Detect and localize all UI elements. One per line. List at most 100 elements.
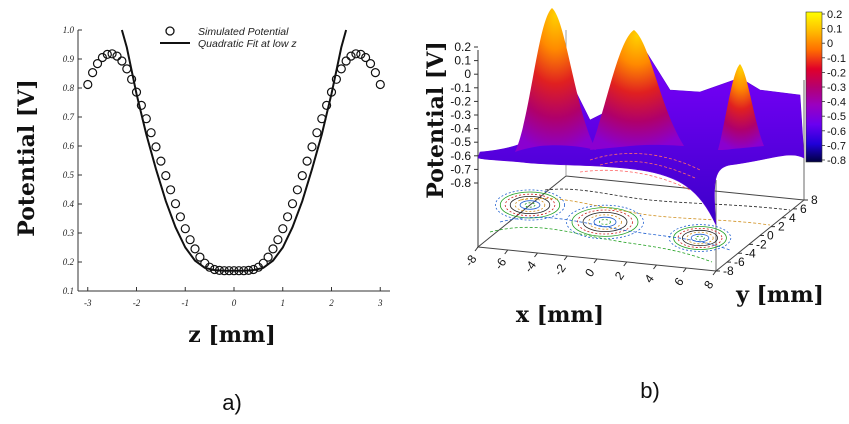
potential-surface (477, 8, 805, 226)
z-tick-label: -0.7 (450, 162, 471, 176)
simulated-point (195, 252, 205, 262)
surface-contours (579, 153, 701, 191)
simulated-point (346, 51, 356, 61)
contour-ring (509, 195, 551, 214)
simulated-point (336, 64, 346, 74)
z-axis-ticks: 0.20.10-0.1-0.2-0.3-0.4-0.5-0.6-0.7-0.8 (450, 40, 478, 190)
x-tick-label: -3 (84, 298, 92, 308)
simulated-potential-series (83, 49, 385, 276)
x3d-tick-mark (563, 255, 568, 261)
contour-ring (577, 209, 633, 235)
simulated-point (224, 266, 234, 276)
simulated-point (205, 262, 215, 272)
x3d-tick-label: -6 (492, 255, 510, 272)
legend-label-fit: Quadratic Fit at low z (198, 38, 297, 50)
contour-line (489, 226, 713, 263)
simulated-point (83, 79, 93, 90)
contour-ring (668, 224, 732, 252)
panel-a-axes (77, 30, 390, 292)
panel-a-y-axis-label: Potential [V] (14, 79, 40, 236)
y-tick-label: 0.2 (63, 257, 75, 267)
simulated-point (141, 114, 151, 124)
simulated-point (146, 128, 156, 138)
peak-left (515, 8, 596, 152)
y3d-tick-label: 4 (789, 211, 796, 225)
simulated-point (229, 266, 239, 276)
z-tick-label: -0.1 (450, 81, 471, 95)
contour-ring (514, 198, 546, 212)
simulated-point (370, 67, 380, 78)
panel-a-label: a) (222, 390, 242, 415)
z-tick-label: 0 (464, 67, 471, 81)
simulated-point (268, 244, 278, 254)
y-tick-label: 0.5 (63, 170, 75, 180)
contour-ring (494, 189, 565, 221)
simulated-point (326, 87, 337, 97)
x-tick-label: -1 (182, 298, 190, 308)
contour-line (499, 216, 731, 251)
contour-ring (686, 231, 714, 245)
colorbar-tick-label: -0.8 (827, 155, 846, 167)
legend-label-simulated: Simulated Potential (198, 26, 289, 38)
x3d-tick-mark (623, 261, 628, 267)
colorbar-tick-label: -0.6 (827, 126, 846, 138)
panel-a-y-ticks: 0.1 0.2 0.3 0.4 0.5 0.6 0.7 0.8 0.9 1.0 (63, 25, 82, 296)
x-tick-label: 0 (232, 298, 237, 308)
simulated-point (307, 142, 317, 152)
simulated-point (356, 49, 366, 60)
simulated-point (297, 171, 307, 181)
simulated-point (244, 265, 254, 275)
legend-marker-simulated (165, 26, 175, 36)
z-tick-label: -0.3 (450, 108, 471, 122)
x-tick-label: 1 (281, 298, 286, 308)
x3d-tick-label: 0 (582, 266, 597, 280)
panel-b-chart: 0.20.10-0.1-0.2-0.3-0.4-0.5-0.6-0.7-0.8 … (423, 8, 846, 403)
colorbar-tick-label: -0.7 (827, 140, 846, 152)
contour-ring (673, 226, 727, 250)
colorbar-tick-label: 0.1 (827, 24, 842, 36)
simulated-point (273, 235, 283, 245)
simulated-point (107, 49, 117, 59)
x3d-tick-mark (504, 249, 509, 255)
x-tick-label: -2 (133, 298, 141, 308)
x3d-tick-label: 6 (671, 275, 686, 289)
y3d-tick-label: 2 (778, 220, 785, 234)
y-tick-label: 1.0 (63, 25, 75, 35)
simulated-point (151, 142, 161, 152)
x3d-tick-label: -2 (551, 261, 569, 278)
simulated-point (92, 58, 103, 69)
simulated-point (234, 266, 244, 276)
contour-ring (599, 219, 611, 225)
simulated-point (322, 100, 332, 111)
simulated-point (170, 199, 181, 209)
y3d-tick-label: 0 (767, 229, 774, 243)
quadratic-fit-series (120, 29, 348, 272)
panel-a-x-axis-label: z [mm] (188, 322, 276, 348)
simulated-point (219, 266, 229, 276)
simulated-point (361, 52, 371, 63)
simulated-point (341, 56, 351, 66)
contour-ring (695, 235, 705, 241)
peak-right (718, 64, 764, 150)
simulated-point (136, 100, 146, 111)
colorbar-tick-label: -0.4 (827, 97, 846, 109)
simulated-point (209, 264, 220, 275)
z-tick-label: 0.1 (454, 54, 471, 68)
z-tick-label: -0.8 (450, 176, 471, 190)
simulated-point (87, 67, 98, 78)
simulated-point (263, 252, 273, 262)
simulated-point (287, 199, 298, 209)
contour-ring (504, 193, 556, 217)
colorbar-tick-label: 0.2 (827, 9, 842, 21)
x-tick-label: 3 (377, 298, 383, 308)
simulated-point (122, 64, 132, 74)
contour-ring (677, 227, 723, 248)
z-tick-label: 0.2 (454, 40, 471, 54)
simulated-point (127, 74, 137, 84)
simulated-point (156, 156, 166, 166)
contour-line (544, 188, 791, 211)
simulated-point (365, 58, 376, 69)
panel-b-y-axis-label: y [mm] (735, 282, 824, 308)
panel-a-legend: Simulated Potential Quadratic Fit at low… (160, 26, 297, 50)
y-tick-label: 0.1 (63, 286, 74, 296)
